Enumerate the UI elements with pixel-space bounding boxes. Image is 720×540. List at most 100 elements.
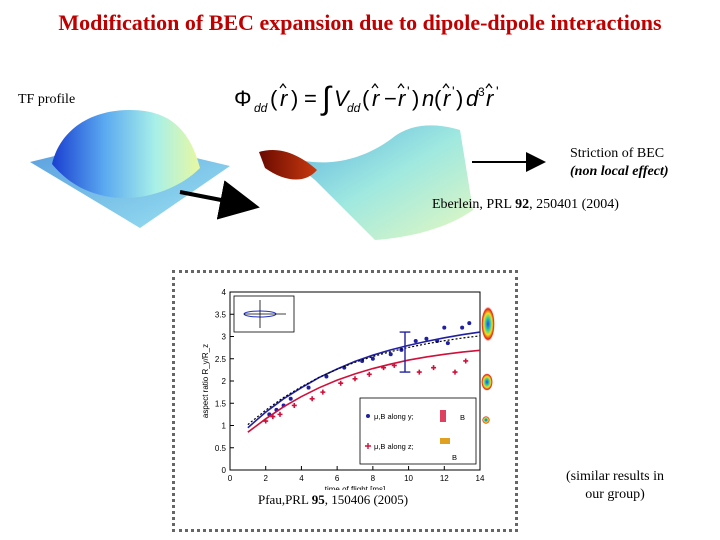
data-point <box>391 362 397 368</box>
fit-line <box>247 349 481 433</box>
dome <box>52 110 200 198</box>
formula-r4: r <box>443 86 452 111</box>
x-tick-label: 4 <box>299 474 304 483</box>
formula-r5: r <box>486 86 495 111</box>
data-point <box>338 380 344 386</box>
data-point <box>467 321 472 326</box>
data-point <box>416 369 422 375</box>
data-point <box>424 336 429 341</box>
svg-text:3: 3 <box>478 85 485 99</box>
x-tick-label: 2 <box>263 474 268 483</box>
data-point <box>366 371 372 377</box>
y-tick-label: 4 <box>222 288 227 297</box>
x-tick-label: 6 <box>335 474 340 483</box>
formula-d: d <box>466 86 479 111</box>
legend-b-label: B <box>460 413 465 422</box>
x-tick-label: 12 <box>440 474 449 483</box>
data-point <box>445 341 450 346</box>
formula-v: V <box>334 86 351 111</box>
striction-text: Striction of BEC (non local effect) <box>570 146 669 179</box>
data-point <box>370 356 375 361</box>
y-axis-label: aspect ratio R_y/R_z <box>201 344 210 418</box>
y-tick-label: 2.5 <box>215 355 227 364</box>
svg-text:': ' <box>452 83 455 99</box>
data-point <box>352 376 358 382</box>
data-point <box>460 325 465 330</box>
formula-r1: r <box>280 86 289 111</box>
legend-red-marker <box>365 443 371 449</box>
legend-blue-marker <box>366 414 370 418</box>
fit-line <box>247 331 481 429</box>
absorption-image-3 <box>482 416 490 424</box>
data-point <box>320 389 326 395</box>
data-point <box>309 396 315 402</box>
similar-results-note: (similar results in our group) <box>566 469 664 502</box>
data-point <box>413 338 418 343</box>
svg-text:): ) <box>456 86 463 111</box>
svg-text:(: ( <box>362 86 370 111</box>
y-tick-label: 3.5 <box>215 310 227 319</box>
svg-text:(: ( <box>270 86 278 111</box>
data-point <box>288 396 293 401</box>
svg-text:(: ( <box>434 86 442 111</box>
aspect-ratio-chart: 0 2 4 6 8 10 12 14 0 0.5 1 1.5 2 2.5 3 3.5 4 time of flig… <box>201 288 485 490</box>
data-point <box>324 374 329 379</box>
dipole-potential-formula: Φ dd ( r ) = ∫ V dd ( r − r ' ) n ( r ' … <box>234 80 499 116</box>
striction-sheet <box>285 125 473 240</box>
formula-phi-sub: dd <box>254 101 268 115</box>
x-axis-label: time of flight [ms] <box>325 485 385 490</box>
legend-box <box>359 397 477 465</box>
data-point <box>270 414 276 420</box>
x-tick-label: 8 <box>371 474 376 483</box>
striction-surface <box>259 125 473 240</box>
absorption-images <box>481 306 495 424</box>
data-point <box>306 385 311 390</box>
formula-r2: r <box>372 86 381 111</box>
svg-text:−: − <box>384 86 397 111</box>
svg-text:): ) <box>412 86 419 111</box>
tf-profile-label: TF profile <box>18 92 76 107</box>
y-tick-label: 1.5 <box>215 399 227 408</box>
x-tick-label: 10 <box>404 474 413 483</box>
striction-lobe <box>259 150 317 180</box>
svg-text:': ' <box>496 83 499 99</box>
legend-red-text: μ,B along z; <box>374 442 414 451</box>
y-tick-label: 3 <box>222 333 227 342</box>
absorption-image-1 <box>481 306 495 342</box>
formula-r3: r <box>398 86 407 111</box>
data-point <box>431 365 437 371</box>
data-point <box>263 418 269 424</box>
svg-text:': ' <box>407 83 410 99</box>
absorption-image-2 <box>481 373 493 391</box>
y-tick-label: 1 <box>222 422 227 431</box>
formula-v-sub: dd <box>347 101 361 115</box>
svg-text:): ) <box>291 86 298 111</box>
formula-integral: ∫ <box>320 80 333 116</box>
legend-blue-text: μ,B along y; <box>374 412 414 421</box>
y-tick-label: 0.5 <box>215 444 227 453</box>
formula-phi: Φ <box>234 86 252 111</box>
pfau-reference: Pfau,PRL 95, 150406 (2005) <box>258 492 409 507</box>
eberlein-reference: Eberlein, PRL 92, 250401 (2004) <box>432 197 619 212</box>
data-point <box>381 365 387 371</box>
legend-swatch-1 <box>440 410 446 422</box>
theory-dotted-line <box>247 335 481 426</box>
figure-frame <box>172 270 518 532</box>
data-point <box>399 347 404 352</box>
x-tick-label: 0 <box>228 474 233 483</box>
data-point <box>277 411 283 417</box>
error-bar <box>399 331 411 373</box>
y-tick-label: 2 <box>222 377 227 386</box>
y-tick-label: 0 <box>222 466 227 475</box>
data-point <box>388 352 393 357</box>
data-point <box>442 325 447 330</box>
data-point <box>463 358 469 364</box>
slide-title: Modification of BEC expansion due to dip… <box>58 10 662 35</box>
legend-swatch-2 <box>440 438 450 444</box>
tf-profile-surface <box>30 110 230 228</box>
formula-eq: = <box>304 86 317 111</box>
legend-b-label-2: B <box>452 453 457 462</box>
formula-n: n <box>422 86 434 111</box>
data-point <box>452 369 458 375</box>
data-point <box>291 402 297 408</box>
